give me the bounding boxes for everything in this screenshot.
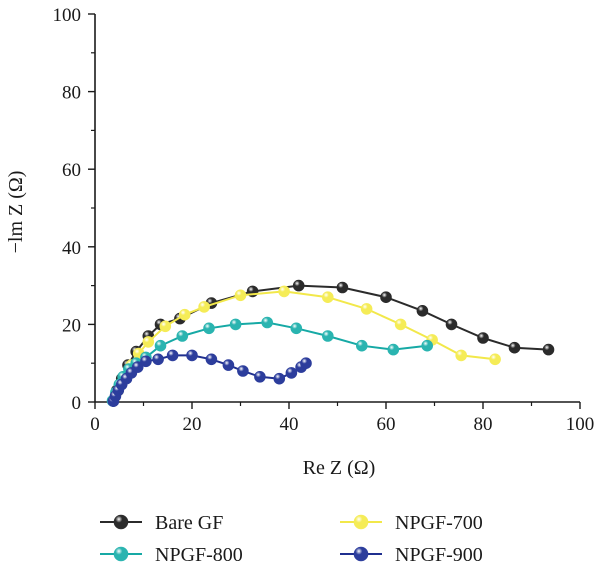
y-tick-label: 60: [62, 160, 81, 181]
x-tick-label: 20: [183, 414, 202, 435]
data-point: [234, 289, 247, 302]
data-point: [360, 303, 373, 315]
data-point: [508, 341, 521, 354]
data-point: [477, 332, 489, 344]
data-point: [254, 370, 266, 383]
data-point: [131, 361, 144, 373]
y-tick-label: 20: [62, 315, 81, 336]
y-tick-label: 100: [53, 5, 82, 26]
x-axis-title: Re Z (Ω): [303, 457, 376, 479]
legend-item-npgf-700: NPGF-700: [340, 512, 483, 534]
series-layer: [106, 279, 555, 408]
data-point: [273, 372, 286, 385]
data-point: [380, 291, 392, 304]
data-point: [154, 339, 167, 352]
legend-marker: [353, 546, 369, 562]
legend-item-bare-gf: Bare GF: [100, 512, 223, 534]
y-tick-label: 0: [72, 393, 82, 414]
data-point: [198, 301, 210, 313]
x-tick-label: 100: [566, 414, 595, 435]
legend-marker: [353, 514, 369, 530]
data-point: [489, 353, 501, 366]
data-point: [421, 339, 434, 352]
series-npgf-700: [107, 285, 501, 407]
legend-marker: [113, 546, 129, 562]
data-point: [166, 349, 179, 362]
data-point: [178, 308, 191, 321]
data-point: [261, 316, 274, 329]
data-point: [229, 318, 242, 331]
data-point: [285, 367, 298, 379]
axes: 0 20 40 60 80 100 0 20 40 60 80 100: [53, 5, 595, 435]
data-point: [394, 318, 407, 331]
legend-label: Bare GF: [155, 512, 223, 534]
data-point: [387, 343, 400, 356]
data-point: [142, 336, 155, 348]
data-point: [336, 281, 349, 294]
legend: Bare GF NPGF-700 NPGF-800 NPGF-900: [100, 512, 483, 566]
legend-marker: [113, 514, 129, 530]
data-point: [455, 349, 468, 362]
data-point: [159, 320, 172, 333]
data-point: [152, 353, 164, 366]
data-point: [355, 339, 368, 352]
data-point: [416, 304, 429, 317]
x-tick-label: 80: [474, 414, 493, 435]
x-tick-label: 0: [90, 414, 100, 435]
y-tick-label: 80: [62, 83, 81, 104]
x-tick-label: 40: [280, 414, 299, 435]
data-point: [222, 359, 235, 371]
data-point: [203, 322, 215, 335]
data-point: [542, 343, 555, 356]
data-point: [445, 318, 458, 331]
legend-label: NPGF-900: [395, 544, 483, 566]
data-point: [140, 355, 152, 368]
data-point: [278, 285, 290, 298]
legend-item-npgf-900: NPGF-900: [340, 544, 483, 566]
data-point: [321, 291, 334, 304]
data-point: [237, 365, 249, 377]
legend-label: NPGF-800: [155, 544, 243, 566]
data-point: [186, 349, 198, 362]
x-tick-label: 60: [377, 414, 396, 435]
data-point: [300, 357, 312, 370]
legend-item-npgf-800: NPGF-800: [100, 544, 243, 566]
data-point: [292, 279, 305, 292]
data-point: [321, 330, 334, 342]
series-npgf-900: [107, 349, 312, 408]
legend-label: NPGF-700: [395, 512, 483, 534]
series-line-npgf-700: [112, 290, 496, 401]
y-tick-label: 40: [62, 238, 81, 259]
data-point: [176, 330, 189, 342]
data-point: [205, 353, 218, 366]
y-axis-title: −lm Z (Ω): [5, 171, 27, 254]
data-point: [290, 322, 303, 335]
